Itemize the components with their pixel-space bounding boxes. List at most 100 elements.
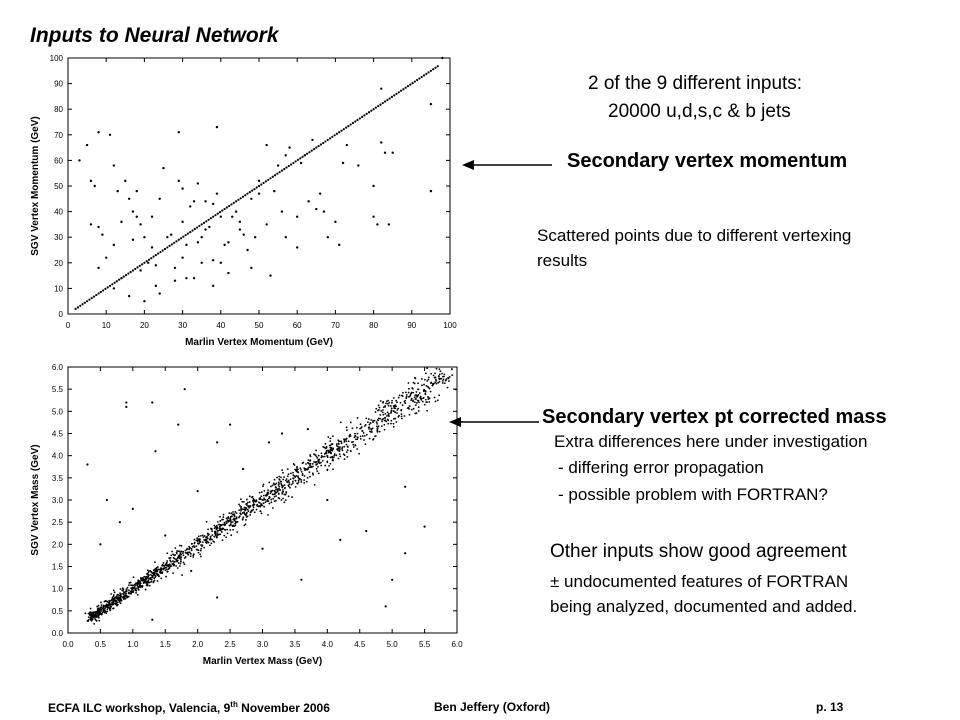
data-point — [289, 163, 293, 166]
data-point — [268, 502, 271, 505]
data-point — [383, 100, 387, 103]
data-point — [261, 498, 264, 501]
data-point — [438, 380, 441, 383]
data-point — [249, 514, 252, 516]
data-point — [99, 543, 102, 546]
data-point — [172, 553, 174, 556]
data-point — [163, 247, 167, 251]
data-point — [309, 475, 311, 478]
data-point — [179, 237, 183, 240]
data-point — [339, 421, 342, 424]
data-point — [212, 215, 215, 218]
data-point — [213, 541, 216, 543]
data-point — [300, 479, 303, 481]
data-point — [305, 463, 307, 465]
data-point — [418, 401, 420, 404]
data-point — [356, 118, 359, 122]
data-point — [303, 154, 307, 157]
data-point — [262, 502, 265, 505]
data-point — [86, 300, 89, 303]
data-point — [384, 405, 387, 407]
data-point — [140, 577, 143, 580]
data-point — [419, 395, 422, 398]
data-point — [180, 550, 183, 553]
data-point — [380, 141, 383, 144]
data-point — [270, 490, 273, 493]
data-point — [364, 443, 367, 446]
data-point — [257, 184, 261, 188]
data-point — [252, 504, 254, 506]
data-point — [441, 382, 444, 384]
data-point — [263, 505, 266, 508]
data-point — [323, 455, 326, 458]
data-point — [219, 519, 222, 522]
data-point — [349, 450, 352, 452]
data-point — [145, 260, 148, 263]
data-point — [376, 431, 379, 433]
data-point — [225, 522, 228, 525]
data-point — [231, 215, 234, 218]
data-point — [231, 515, 233, 518]
data-point — [445, 378, 448, 380]
data-point — [335, 443, 338, 446]
y-tick-label: 1.0 — [52, 585, 64, 594]
data-point — [159, 250, 162, 254]
data-point — [177, 550, 180, 553]
data-point — [269, 492, 272, 495]
data-point — [317, 144, 320, 148]
data-point — [313, 453, 315, 455]
data-point — [300, 470, 303, 473]
data-point — [233, 513, 235, 516]
data-point — [150, 571, 153, 573]
data-point — [99, 290, 102, 294]
data-point — [277, 493, 280, 495]
data-point — [240, 509, 242, 512]
data-point — [280, 210, 284, 213]
data-point — [192, 556, 195, 558]
data-point — [388, 401, 391, 404]
data-point — [328, 444, 331, 447]
data-point — [205, 536, 207, 539]
data-point — [363, 439, 365, 441]
data-point — [151, 574, 154, 577]
data-point — [177, 562, 180, 564]
data-point — [181, 256, 184, 259]
data-point — [89, 616, 92, 619]
data-point — [263, 497, 265, 500]
data-point — [196, 540, 199, 543]
data-point — [97, 225, 100, 229]
data-point — [329, 462, 332, 465]
data-point — [228, 524, 231, 527]
data-point — [223, 523, 225, 526]
data-point — [433, 376, 436, 379]
data-point — [377, 417, 380, 420]
data-point — [339, 448, 341, 451]
data-point — [122, 593, 125, 596]
x-tick-label: 30 — [178, 321, 187, 330]
data-point — [384, 412, 387, 415]
data-point — [363, 434, 366, 437]
data-point — [292, 463, 295, 465]
data-point — [220, 531, 223, 533]
data-point — [384, 416, 386, 419]
data-point — [412, 391, 415, 394]
y-axis-label: SGV Vertex Mass (GeV) — [30, 444, 41, 555]
footer-author: Ben Jeffery (Oxford) — [434, 700, 551, 714]
data-point — [228, 204, 231, 208]
data-point — [233, 518, 236, 521]
data-point — [381, 101, 384, 105]
data-point — [354, 434, 357, 437]
data-point — [227, 241, 230, 244]
data-point — [216, 596, 219, 599]
data-point — [325, 446, 328, 449]
data-point — [242, 233, 245, 236]
data-point — [286, 481, 289, 484]
data-point — [315, 449, 317, 452]
data-point — [166, 570, 169, 573]
data-point — [250, 266, 253, 270]
data-point — [356, 448, 359, 450]
data-point — [154, 561, 156, 564]
data-point — [366, 421, 369, 424]
data-point — [219, 533, 222, 536]
data-point — [283, 168, 286, 171]
